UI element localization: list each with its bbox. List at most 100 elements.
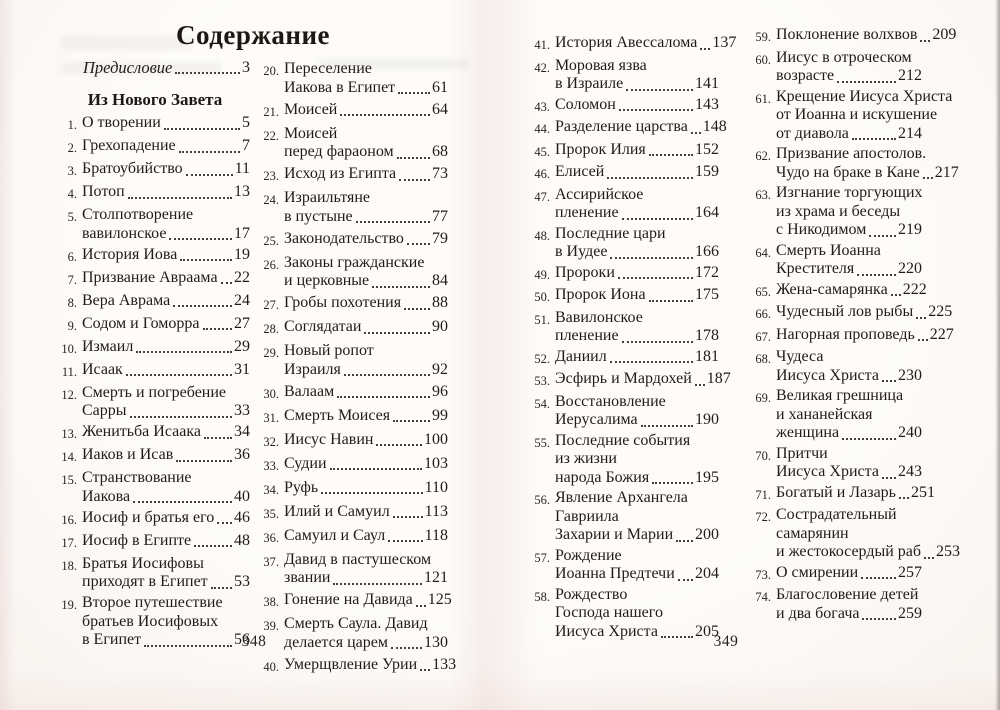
- entry-page-number: 99: [432, 406, 448, 424]
- toc-entry: 6. История Иова 19: [56, 246, 250, 267]
- entry-body: Моровая язва в Израиле 141: [555, 57, 719, 94]
- entry-page-number: 31: [234, 360, 250, 378]
- entry-number: 5.: [67, 210, 77, 224]
- entry-page-number: 259: [898, 604, 922, 622]
- entry-page-number: 164: [695, 204, 719, 221]
- entry-last-line: Содом и Гоморра 27: [82, 315, 250, 334]
- entry-page-number: 73: [432, 165, 448, 182]
- entry-title: народа Божия: [555, 468, 650, 486]
- page-number-left: 348: [241, 633, 267, 650]
- entry-page-number: 195: [695, 468, 719, 486]
- entry-page-number: 200: [695, 526, 719, 543]
- dot-leader: [388, 540, 423, 542]
- toc-entry: 48. Последние цари в Иудее 166: [529, 225, 719, 262]
- toc-entry: 46. Елисей 159: [529, 163, 719, 184]
- entry-title-line: Иисус в отроческом: [776, 48, 912, 66]
- entry-number: 54.: [534, 396, 550, 411]
- dot-leader: [392, 516, 423, 518]
- entry-page-number: 118: [424, 526, 448, 544]
- entry-page-number: 121: [424, 569, 448, 586]
- entry-title: Даниил: [555, 347, 607, 365]
- entry-number: 18.: [61, 558, 77, 573]
- toc-entry: 69. Великая грешница и хананейская женщина…: [750, 387, 922, 443]
- dot-leader: [194, 545, 232, 547]
- entry-page-number: 46: [234, 508, 250, 526]
- entry-last-line: Грехопадение 7: [82, 137, 250, 156]
- entry-body: О творении 5: [82, 114, 250, 135]
- entry-page-number: 29: [234, 337, 250, 355]
- entry-last-line: Илий и Самуил 113: [284, 503, 448, 522]
- entry-title: Богатый и Лазарь: [776, 483, 896, 501]
- entry-page-number: 34: [234, 423, 250, 440]
- dot-leader: [125, 374, 232, 376]
- toc-entry: 24. Израильтяне в пустыне 77: [258, 189, 448, 226]
- toc-entry: 42. Моровая язва в Израиле 141: [529, 57, 719, 94]
- entry-last-line: пленение 164: [555, 204, 719, 223]
- entry-number: 20.: [263, 64, 279, 78]
- entry-title: Братоубийство: [82, 160, 183, 177]
- entry-body: Законы гражданские и церковные 84: [284, 254, 448, 291]
- entry-body: Великая грешница и хананейская женщина 240: [776, 387, 922, 443]
- entry-title: вавилонское: [82, 224, 167, 242]
- toc-entry: 36. Самуил и Саул 118: [258, 527, 448, 548]
- dot-leader: [676, 539, 693, 542]
- entry-body: История Иова 19: [82, 246, 250, 267]
- entry-number: 22.: [263, 128, 279, 143]
- entry-number: 50.: [534, 290, 550, 304]
- dot-leader: [129, 415, 232, 418]
- entry-title-line: Господа нашего: [555, 604, 663, 621]
- entry-body: Изгнание торгующих из храма и беседы с Ник…: [776, 184, 923, 240]
- entry-number: 30.: [263, 386, 279, 401]
- entry-last-line: О творении 5: [82, 114, 250, 133]
- entry-title-line: самарянин: [776, 524, 849, 542]
- entry-title: в Израиле: [555, 75, 624, 92]
- dot-leader: [133, 501, 232, 503]
- dot-leader: [640, 424, 693, 427]
- entry-title-line: братьев Иосифовых: [82, 612, 219, 630]
- dot-leader: [169, 238, 232, 240]
- entry-page-number: 217: [934, 163, 959, 181]
- entry-page-number: 90: [432, 318, 448, 335]
- entry-body: Смерть Моисея 99: [284, 407, 448, 428]
- entry-page-number: 7: [242, 137, 250, 154]
- dot-leader: [329, 468, 422, 470]
- entry-title-line: Давид в пастушеском: [284, 550, 432, 568]
- entry-page-number: 17: [234, 224, 250, 242]
- entry-number: 26.: [263, 257, 279, 272]
- entry-title-line: Притчи: [776, 444, 828, 462]
- entry-title: Иосиф в Египте: [82, 531, 192, 549]
- entry-page-number: 61: [432, 78, 448, 96]
- entry-last-line: Разделение царства 148: [555, 118, 727, 137]
- entry-title-line: Смерть Саула. Давид: [284, 615, 428, 632]
- entry-body: Крещение Иисуса Христа от Иоанна и искуше…: [776, 87, 953, 144]
- entry-page-number: 22: [234, 268, 250, 286]
- entry-number: 68.: [755, 352, 771, 366]
- toc-entry: 64. Смерть Иоанна Крестителя 220: [750, 242, 922, 279]
- entry-body: Грехопадение 7: [82, 137, 250, 158]
- toc-entry: 72. Сострадательный самарянин и жестокосер…: [750, 506, 960, 562]
- entry-last-line: Пророк Иона 175: [555, 286, 719, 305]
- toc-column-1: 1. О творении 5 2. Грехопадение 7 3. Брато…: [56, 114, 250, 652]
- entry-title: Валаам: [284, 382, 335, 400]
- entry-title: О смирении: [776, 563, 859, 581]
- toc-entry: 47. Ассирийское пленение 164: [529, 186, 719, 223]
- entry-number: 24.: [263, 193, 279, 207]
- entry-body: История Авессалома 137: [555, 34, 736, 55]
- entry-last-line: Иисуса Христа 230: [776, 367, 922, 386]
- dot-leader: [626, 88, 693, 91]
- entry-page-number: 172: [695, 263, 719, 281]
- toc-entry: 40. Умерщвление Урии 133: [258, 656, 456, 677]
- entry-last-line: в Египет 56: [82, 631, 250, 650]
- entry-last-line: Измаил 29: [82, 338, 250, 357]
- entry-page-number: 110: [424, 478, 448, 496]
- entry-body: Вера Аврама 24: [82, 292, 250, 313]
- entry-title-line: Крещение Иисуса Христа: [776, 87, 953, 105]
- entry-page-number: 13: [234, 183, 250, 200]
- entry-page-number: 84: [432, 272, 448, 289]
- entry-number: 62.: [755, 149, 771, 163]
- entry-last-line: Валаам 96: [284, 383, 448, 402]
- entry-body: Переселение Иакова в Египет 61: [284, 60, 448, 97]
- entry-number: 27.: [263, 298, 279, 312]
- entry-last-line: Пророк Илия 152: [555, 141, 719, 160]
- entry-title-line: Гавриила: [555, 507, 619, 525]
